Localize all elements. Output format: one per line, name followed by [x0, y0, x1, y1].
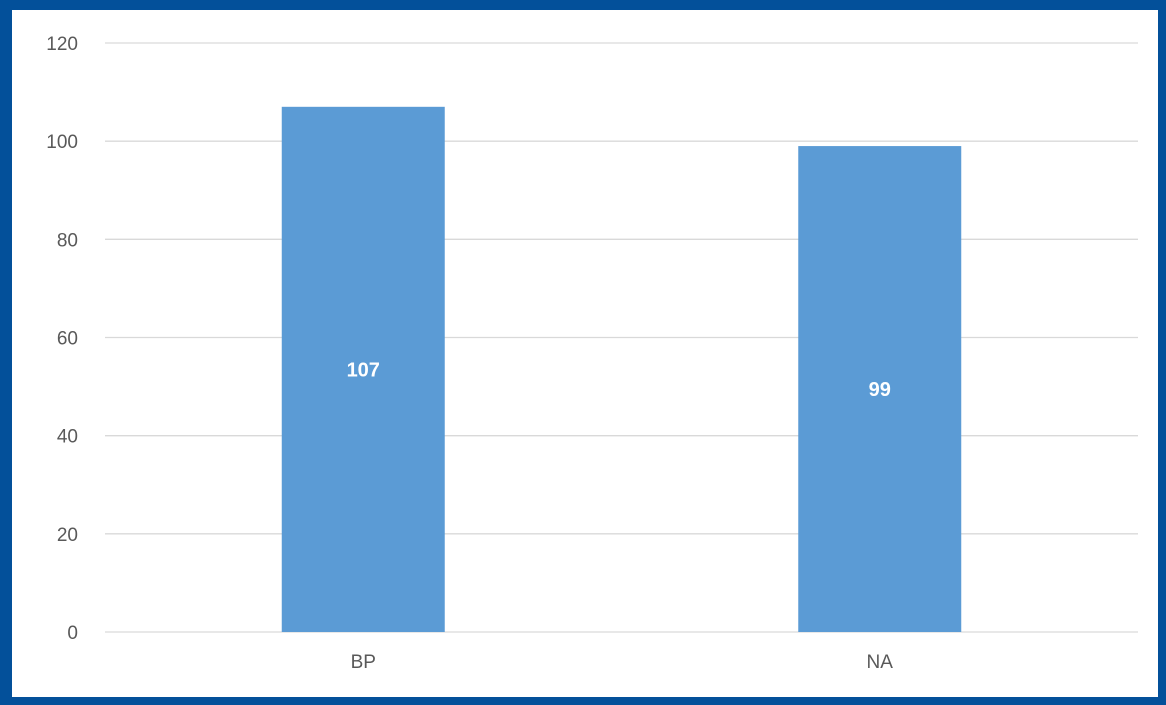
bar-bp: [281, 106, 445, 632]
y-tick-label: 40: [57, 427, 78, 448]
data-label: 99: [869, 379, 891, 401]
x-tick-label: NA: [867, 652, 894, 673]
y-tick-label: 60: [57, 329, 78, 350]
y-tick-label: 0: [67, 623, 78, 644]
x-tick-label: BP: [351, 652, 376, 673]
bar-chart: 0 20 40 60 80 100 120 107 BP 99 NA: [46, 34, 1138, 673]
y-tick-label: 20: [57, 525, 78, 546]
y-tick-label: 120: [46, 34, 78, 55]
y-tick-label: 80: [57, 230, 78, 251]
y-tick-label: 100: [46, 132, 78, 153]
data-label: 107: [347, 359, 380, 381]
bar-na: [798, 146, 962, 632]
